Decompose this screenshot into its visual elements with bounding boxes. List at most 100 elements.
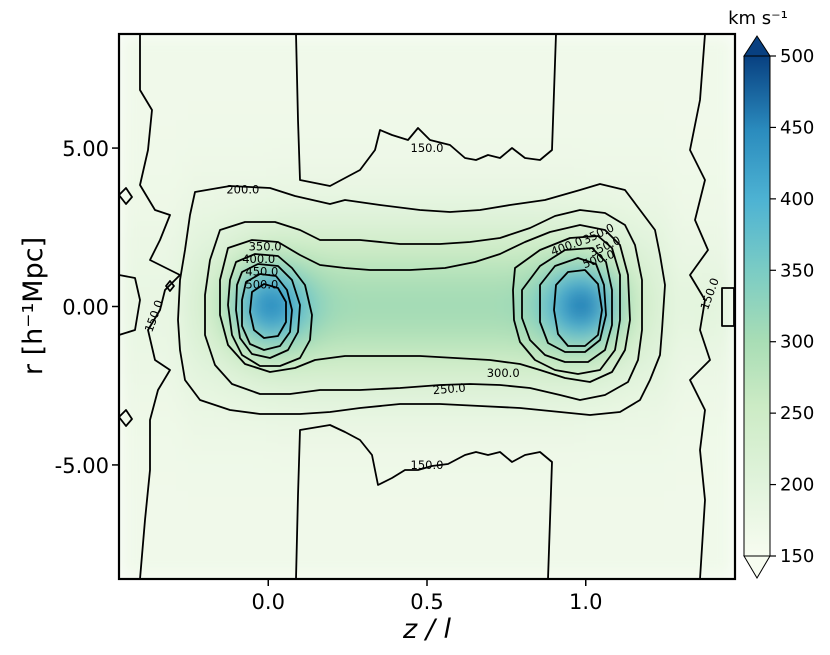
x-axis: 0.0 0.5 1.0 <box>252 579 602 614</box>
heatmap-cell <box>336 466 351 481</box>
heatmap-cell <box>541 293 557 308</box>
heatmap-cell <box>169 255 185 271</box>
heatmap-cell <box>387 243 403 258</box>
heatmap-cell <box>374 330 390 345</box>
heatmap-cell <box>580 565 595 579</box>
heatmap-cell <box>169 553 185 568</box>
heatmap-cell <box>721 404 735 419</box>
contour-150-left <box>139 34 181 579</box>
contour-150-right <box>689 34 711 579</box>
heatmap-cell <box>426 367 441 382</box>
heatmap-cell <box>644 342 659 358</box>
heatmap-cell <box>387 70 403 85</box>
heatmap-cell <box>464 57 480 73</box>
heatmap-cell <box>631 181 647 197</box>
heatmap-cell <box>503 94 518 110</box>
heatmap-cell <box>374 94 390 110</box>
heatmap-cell <box>374 119 390 135</box>
heatmap-cell <box>528 367 544 382</box>
heatmap-cell <box>182 255 197 271</box>
heatmap-cell <box>349 293 364 308</box>
heatmap-cell <box>182 119 197 135</box>
heatmap-cell <box>426 144 441 159</box>
heatmap-cell <box>592 553 608 568</box>
heatmap-cell <box>207 268 223 283</box>
heatmap-cell <box>631 478 647 494</box>
heatmap-cell <box>361 34 377 48</box>
heatmap-cell <box>259 82 274 97</box>
heatmap-cell <box>284 404 300 419</box>
heatmap-cell <box>361 119 377 135</box>
heatmap-cell <box>721 181 735 197</box>
heatmap-cell <box>323 34 339 48</box>
heatmap-cell <box>426 268 441 283</box>
heatmap-cell <box>451 107 467 122</box>
heatmap-cell <box>464 429 480 444</box>
heatmap-cell <box>297 243 313 258</box>
heatmap-cell <box>272 206 287 221</box>
heatmap-cell <box>438 243 454 258</box>
heatmap-cell <box>464 293 480 308</box>
heatmap-cell <box>490 255 505 271</box>
heatmap-cell <box>272 416 287 432</box>
heatmap-cell <box>207 429 223 444</box>
heatmap-cell <box>567 416 582 432</box>
heatmap-cell <box>682 156 698 172</box>
heatmap-cell <box>374 70 390 85</box>
heatmap-cell <box>426 70 441 85</box>
heatmap-cell <box>451 156 467 172</box>
heatmap-cell <box>438 553 454 568</box>
heatmap-cell <box>119 466 133 481</box>
heatmap-cell <box>721 94 735 110</box>
heatmap-cell <box>644 82 659 97</box>
heatmap-cell <box>413 429 428 444</box>
heatmap-cell <box>515 540 531 556</box>
contour-150-bottom <box>295 424 553 579</box>
heatmap-cell <box>631 553 647 568</box>
heatmap-cell <box>477 429 493 444</box>
heatmap-cell <box>644 94 659 110</box>
heatmap-cell <box>631 268 647 283</box>
heatmap-cell <box>233 367 249 382</box>
heatmap-cell <box>246 255 262 271</box>
heatmap-cell <box>708 293 724 308</box>
heatmap-cell <box>438 82 454 97</box>
heatmap-cell <box>195 355 210 370</box>
heatmap-cell <box>477 107 493 122</box>
heatmap-cell <box>721 355 735 370</box>
heatmap-cell <box>477 268 493 283</box>
heatmap-cell <box>182 156 197 172</box>
heatmap-cell <box>387 218 403 234</box>
heatmap-cell <box>669 169 685 184</box>
heatmap-cell <box>477 516 493 531</box>
heatmap-cell <box>130 255 146 271</box>
heatmap-cell <box>361 466 377 481</box>
heatmap-cell <box>413 367 428 382</box>
heatmap-cell <box>631 107 647 122</box>
heatmap-cell <box>310 404 326 419</box>
heatmap-cell <box>413 454 428 469</box>
heatmap-cell <box>387 206 403 221</box>
colorbar-tick-label: 150 <box>780 546 814 567</box>
heatmap-cell <box>207 45 223 60</box>
heatmap-cell <box>438 268 454 283</box>
heatmap-cell <box>119 503 133 519</box>
heatmap-cell <box>220 194 236 209</box>
heatmap-cell <box>631 367 647 382</box>
heatmap-cell <box>297 268 313 283</box>
heatmap-cell <box>400 441 416 457</box>
heatmap-cell <box>130 553 146 568</box>
heatmap-cell <box>272 429 287 444</box>
heatmap-cell <box>644 169 659 184</box>
heatmap-cell <box>169 305 185 320</box>
heatmap-cell <box>644 503 659 519</box>
heatmap-cell <box>246 416 262 432</box>
heatmap-cell <box>220 144 236 159</box>
heatmap-cell <box>580 540 595 556</box>
heatmap-cell <box>119 491 133 506</box>
heatmap-cell <box>349 478 364 494</box>
heatmap-cell <box>259 367 274 382</box>
heatmap-cell <box>246 367 262 382</box>
heatmap-cell <box>130 367 146 382</box>
heatmap-cell <box>233 218 249 234</box>
